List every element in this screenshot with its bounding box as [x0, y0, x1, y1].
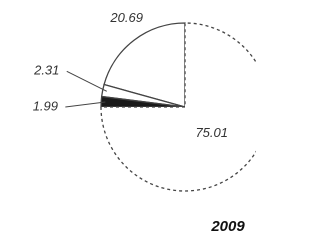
data-label: 1.99 [33, 98, 58, 113]
leader-line [67, 71, 107, 91]
leader-line [65, 102, 105, 107]
data-label: 2.31 [33, 63, 59, 78]
chart: 2009 20.69 2.31 1.99 75.01 [0, 0, 256, 246]
data-label: 75.01 [195, 125, 228, 140]
data-label: 20.69 [109, 10, 143, 25]
chart-title: 2009 [210, 218, 245, 235]
